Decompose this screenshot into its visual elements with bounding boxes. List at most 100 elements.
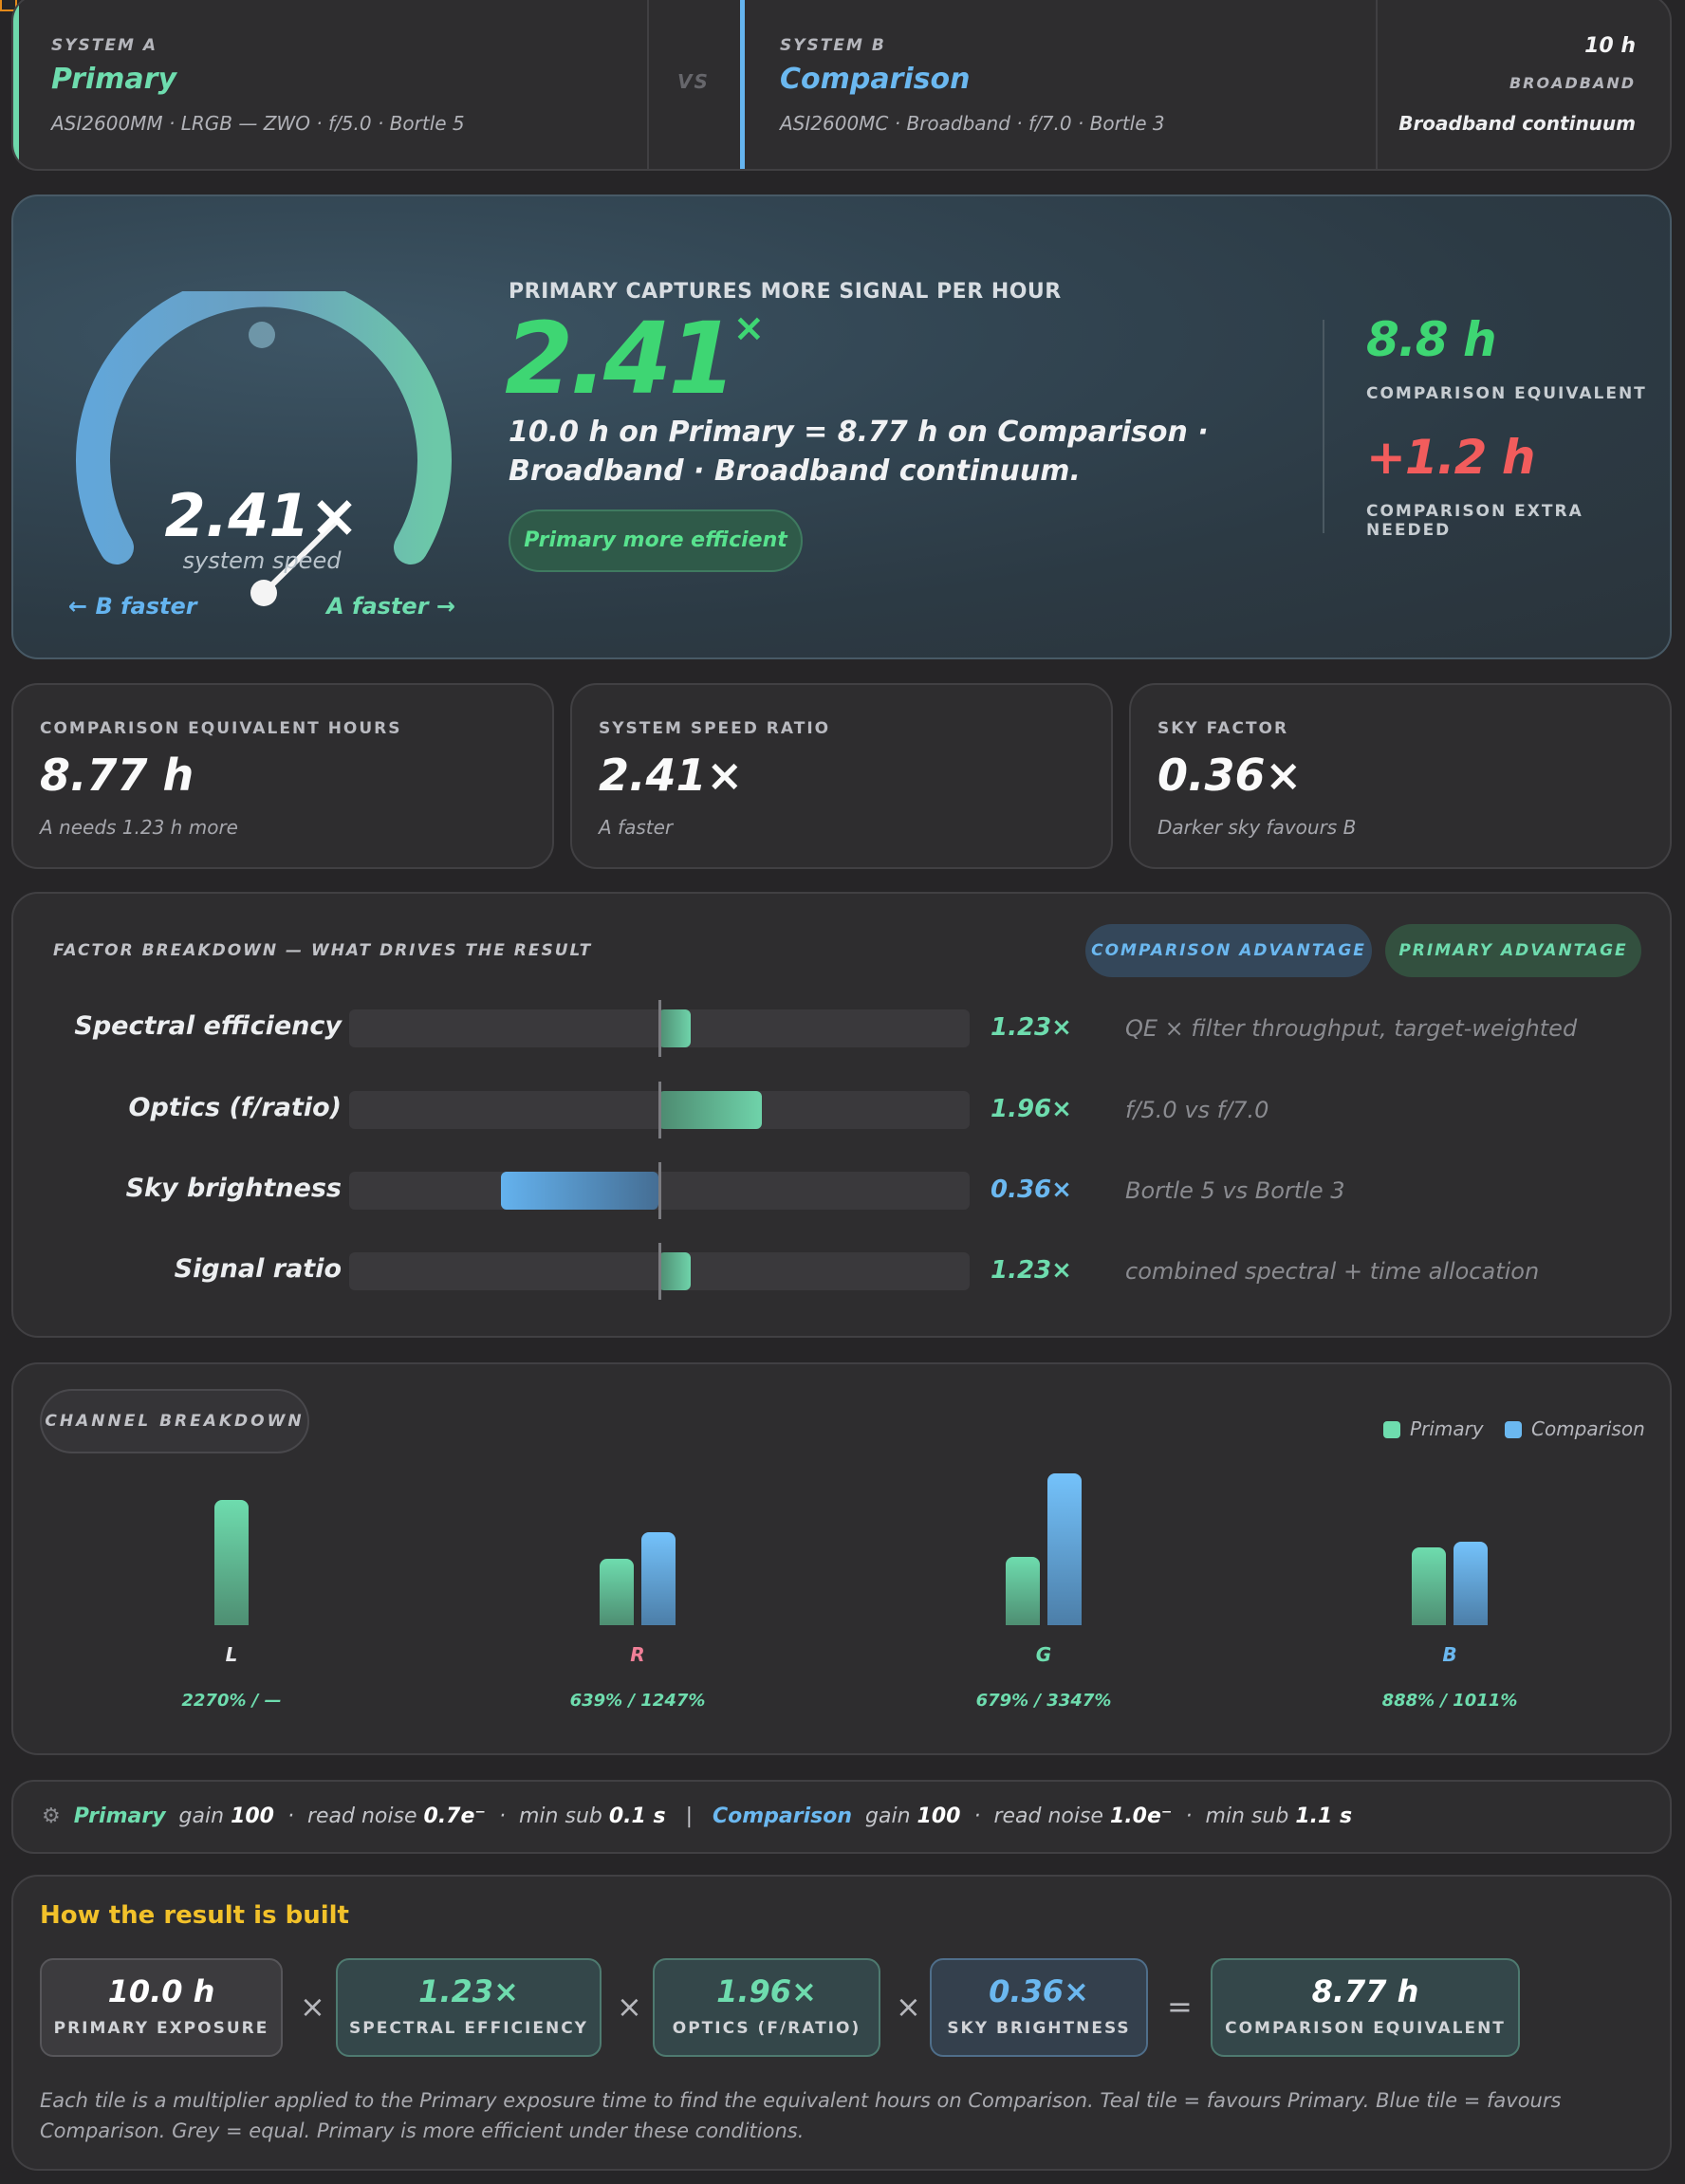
min-sub-label: min sub bbox=[519, 1805, 602, 1828]
channel-bar-primary bbox=[1412, 1547, 1446, 1625]
gauge-arc bbox=[76, 291, 452, 565]
kpi-card-equivalent-hours: COMPARISON EQUIVALENT HOURS 8.77 h A nee… bbox=[11, 683, 554, 869]
channel-bar-comparison bbox=[641, 1532, 676, 1625]
comparison-extra-value: +1.2 h bbox=[1366, 430, 1535, 485]
factor-bar bbox=[658, 1252, 691, 1290]
legend-label: Comparison bbox=[1531, 1417, 1645, 1440]
legend-primary: Primary bbox=[1383, 1417, 1484, 1440]
times-operator: × bbox=[617, 1989, 642, 2025]
tile-value: 1.96× bbox=[716, 1973, 817, 2009]
factor-name: Spectral efficiency bbox=[74, 1011, 342, 1041]
channel-bar-comparison bbox=[1047, 1473, 1082, 1625]
efficiency-pill[interactable]: Primary more efficient bbox=[509, 509, 803, 572]
primary-name: Primary bbox=[73, 1805, 166, 1828]
channel-breakdown-title[interactable]: CHANNEL BREAKDOWN bbox=[40, 1389, 309, 1453]
channel-bar-primary bbox=[214, 1500, 249, 1625]
comparison-extra-label: COMPARISON EXTRA NEEDED bbox=[1366, 502, 1583, 540]
system-b-accent bbox=[740, 0, 745, 169]
hero-sentence: 10.0 h on Primary = 8.77 h on Comparison… bbox=[509, 416, 1209, 488]
gauge-needle bbox=[261, 520, 339, 596]
factor-track bbox=[349, 1082, 970, 1138]
channel-letter: L bbox=[225, 1643, 238, 1666]
channel-bar-primary bbox=[600, 1559, 634, 1625]
system-a-desc: ASI2600MM · LRGB — ZWO · f/5.0 · Bortle … bbox=[51, 112, 465, 135]
gauge-caption: system speed bbox=[183, 547, 343, 574]
tile-label: SKY BRIGHTNESS bbox=[947, 2019, 1131, 2038]
factor-bar bbox=[658, 1091, 762, 1129]
gauge-value: 2.41× bbox=[165, 481, 360, 550]
system-a-name[interactable]: Primary bbox=[51, 63, 176, 96]
system-a-label: SYSTEM A bbox=[51, 36, 157, 55]
system-a-accent bbox=[13, 0, 19, 169]
factor-name: Optics (f/ratio) bbox=[128, 1093, 342, 1122]
factor-description: f/5.0 vs f/7.0 bbox=[1125, 1097, 1269, 1123]
factor-row: Signal ratio 1.23× combined spectral + tim… bbox=[13, 1243, 1670, 1300]
channel-percent: 888% / 1011% bbox=[1381, 1691, 1518, 1711]
channel-breakdown: CHANNEL BREAKDOWN Primary Comparison bbox=[11, 1362, 1672, 1755]
tile-primary-exposure: 10.0 h PRIMARY EXPOSURE bbox=[40, 1958, 283, 2057]
gain-label: gain bbox=[178, 1805, 225, 1828]
tile-spectral-efficiency: 1.23× SPECTRAL EFFICIENCY bbox=[336, 1958, 602, 2057]
factor-row: Optics (f/ratio) 1.96× f/5.0 vs f/7.0 bbox=[13, 1082, 1670, 1138]
kpi-sub: Darker sky favours B bbox=[1157, 816, 1357, 839]
kpi-value: 0.36× bbox=[1157, 750, 1303, 801]
tile-label: PRIMARY EXPOSURE bbox=[53, 2019, 269, 2038]
gain-label: gain bbox=[865, 1805, 911, 1828]
factor-row: Spectral efficiency 1.23× QE × filter thro… bbox=[13, 1000, 1670, 1057]
factor-name: Sky brightness bbox=[125, 1174, 342, 1203]
comparison-name: Comparison bbox=[712, 1805, 853, 1828]
times-operator: × bbox=[300, 1989, 325, 2025]
factor-description: Bortle 5 vs Bortle 3 bbox=[1125, 1177, 1345, 1204]
kpi-value: 8.77 h bbox=[40, 750, 194, 801]
tile-optics: 1.96× OPTICS (F/RATIO) bbox=[653, 1958, 880, 2057]
channel-percent: 639% / 1247% bbox=[569, 1691, 706, 1711]
gauge-hub bbox=[250, 580, 277, 606]
legend-swatch bbox=[1505, 1421, 1522, 1438]
channel-bar-primary bbox=[1006, 1557, 1040, 1625]
systems-header: SYSTEM A Primary ASI2600MM · LRGB — ZWO … bbox=[11, 0, 1672, 171]
hero-big-number: 2.41× bbox=[505, 301, 765, 416]
result-build-note: Each tile is a multiplier applied to the… bbox=[40, 2089, 1562, 2142]
channel-bar-comparison bbox=[1454, 1542, 1488, 1625]
kpi-sub: A needs 1.23 h more bbox=[40, 816, 238, 839]
factor-description: combined spectral + time allocation bbox=[1125, 1258, 1540, 1285]
factor-center-line bbox=[658, 1000, 661, 1057]
comparison-gain: 100 bbox=[917, 1805, 961, 1828]
kpi-label: COMPARISON EQUIVALENT HOURS bbox=[40, 719, 402, 738]
hero-big-suffix: × bbox=[732, 306, 766, 350]
tile-value: 8.77 h bbox=[1311, 1973, 1419, 2009]
speed-gauge: 2.41× system speed ← B faster A faster → bbox=[68, 291, 455, 620]
times-operator: × bbox=[896, 1989, 921, 2025]
tile-comparison-equivalent: 8.77 h COMPARISON EQUIVALENT bbox=[1211, 1958, 1520, 2057]
legend-primary-advantage: PRIMARY ADVANTAGE bbox=[1385, 924, 1641, 977]
read-noise-label: read noise bbox=[306, 1805, 417, 1828]
factor-breakdown-title: FACTOR BREAKDOWN — WHAT DRIVES THE RESUL… bbox=[53, 941, 593, 960]
channel-percent: 2270% / — bbox=[181, 1691, 282, 1711]
factor-track bbox=[349, 1243, 970, 1300]
factor-center-line bbox=[658, 1082, 661, 1138]
tile-label: SPECTRAL EFFICIENCY bbox=[349, 2019, 588, 2038]
factor-bar bbox=[658, 1009, 691, 1047]
comparison-read-noise: 1.0e⁻ bbox=[1109, 1805, 1173, 1828]
factor-center-line bbox=[658, 1162, 661, 1219]
system-b-name[interactable]: Comparison bbox=[780, 63, 971, 96]
camera-settings-bar: ⚙ Primary gain 100 · read noise 0.7e⁻ · … bbox=[11, 1780, 1672, 1854]
mode-label: BROADBAND bbox=[1509, 74, 1636, 92]
gauge-center-tick bbox=[249, 322, 275, 348]
legend-label: Primary bbox=[1410, 1417, 1484, 1440]
tile-value: 10.0 h bbox=[107, 1973, 215, 2009]
tile-label: COMPARISON EQUIVALENT bbox=[1225, 2019, 1506, 2038]
factor-center-line bbox=[658, 1243, 661, 1300]
legend-comparison-advantage: COMPARISON ADVANTAGE bbox=[1085, 924, 1372, 977]
gauge-left-label: ← B faster bbox=[68, 593, 199, 620]
tile-value: 0.36× bbox=[989, 1973, 1089, 2009]
read-noise-label: read noise bbox=[993, 1805, 1103, 1828]
tile-value: 1.23× bbox=[418, 1973, 519, 2009]
system-b-label: SYSTEM B bbox=[780, 36, 886, 55]
factor-description: QE × filter throughput, target-weighted bbox=[1125, 1015, 1578, 1042]
result-build-title: How the result is built bbox=[40, 1901, 349, 1930]
factor-multiplier: 1.23× bbox=[991, 1013, 1072, 1042]
factor-multiplier: 0.36× bbox=[991, 1175, 1072, 1204]
factor-track bbox=[349, 1000, 970, 1057]
channel-letter: G bbox=[1035, 1643, 1052, 1666]
